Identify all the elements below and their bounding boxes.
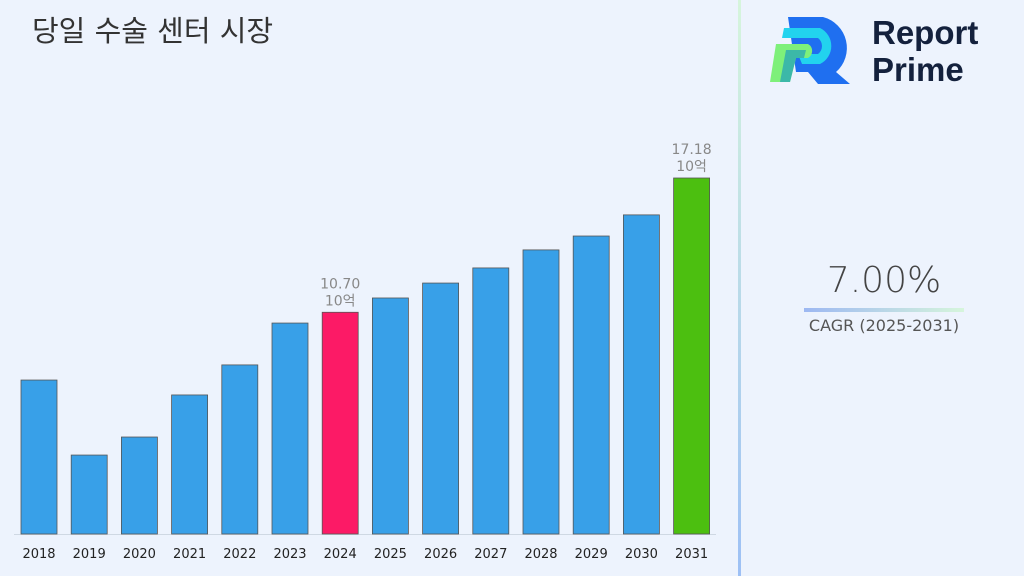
bar-chart: 2018 2019 2020 2021 2022 2023 202410.7010억2025…: [14, 142, 716, 562]
x-tick-label: 2022: [223, 547, 256, 562]
logo-text-report: Report: [872, 14, 979, 51]
bar-2021: [171, 394, 209, 535]
bar-2029: [572, 235, 610, 535]
x-tick-label: 2025: [374, 547, 407, 562]
x-tick-label: 2024: [324, 547, 357, 562]
report-prime-logo: Report Prime: [768, 14, 1008, 89]
data-label-2031: 17.18: [672, 142, 712, 158]
logo-text-prime: Prime: [872, 51, 964, 88]
data-label-2024: 10억: [325, 293, 356, 309]
x-tick-label: 2019: [73, 547, 106, 562]
bar-2024: [321, 311, 359, 535]
cagr-value: 7.00%: [826, 260, 942, 301]
bar-2027: [472, 267, 510, 535]
x-tick-label: 2027: [474, 547, 507, 562]
x-tick-label: 2018: [22, 547, 55, 562]
bar-2019: [70, 454, 108, 535]
data-label-2024: 10.70: [320, 276, 360, 292]
x-tick-label: 2020: [123, 547, 156, 562]
chart-title: 당일 수술 센터 시장: [32, 14, 274, 48]
x-tick-label: 2030: [625, 547, 658, 562]
data-label-2031: 10억: [676, 159, 707, 175]
cagr-label: CAGR (2025-2031): [808, 316, 960, 335]
divider: [738, 0, 741, 576]
bar-2025: [371, 297, 409, 535]
bar-2031: [673, 177, 710, 535]
x-tick-label: 2026: [424, 547, 457, 562]
x-tick-label: 2023: [273, 547, 306, 562]
bar-2022: [221, 364, 259, 535]
bar-2030: [623, 214, 660, 535]
x-tick-label: 2021: [173, 547, 206, 562]
bar-2023: [271, 322, 309, 535]
x-tick-label: 2031: [675, 547, 708, 562]
logo-mark-icon: [770, 17, 850, 84]
bar-2020: [121, 436, 158, 535]
bar-2026: [422, 282, 460, 535]
bar-2018: [20, 379, 58, 535]
bar-2028: [522, 249, 560, 535]
x-tick-label: 2029: [575, 547, 608, 562]
cagr-underline: [804, 308, 964, 312]
x-tick-label: 2028: [524, 547, 557, 562]
